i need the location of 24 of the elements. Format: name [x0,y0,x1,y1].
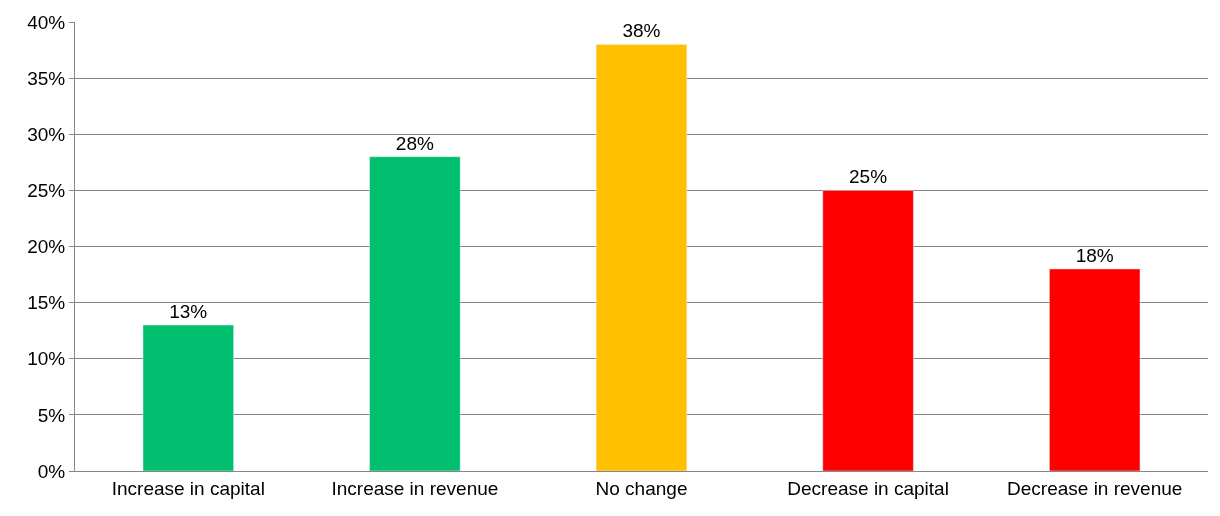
data-label: 25% [849,166,888,188]
y-tick-label: 35% [27,67,66,89]
y-tick-label: 0% [37,460,66,482]
bar [822,190,914,471]
bar [1049,268,1141,471]
x-tick-label: No change [595,477,688,499]
x-tick-label: Decrease in capital [787,477,949,499]
x-tick-label: Decrease in revenue [1007,477,1183,499]
y-tick-label: 40% [27,11,66,33]
data-label: 13% [169,301,208,323]
bar [595,44,688,471]
y-tick-label: 20% [27,236,66,258]
data-label: 28% [395,132,434,154]
data-label: 38% [622,20,661,42]
x-tick-label: Increase in revenue [331,477,499,499]
y-tick-label: 25% [27,180,66,202]
y-tick-label: 15% [27,292,66,314]
data-label: 18% [1075,244,1114,266]
y-tick-label: 5% [37,404,66,426]
y-tick-label: 30% [27,123,66,145]
bar [142,324,234,471]
bar [369,156,461,471]
x-tick-label: Increase in capital [111,477,265,499]
y-tick-label: 10% [27,348,66,370]
